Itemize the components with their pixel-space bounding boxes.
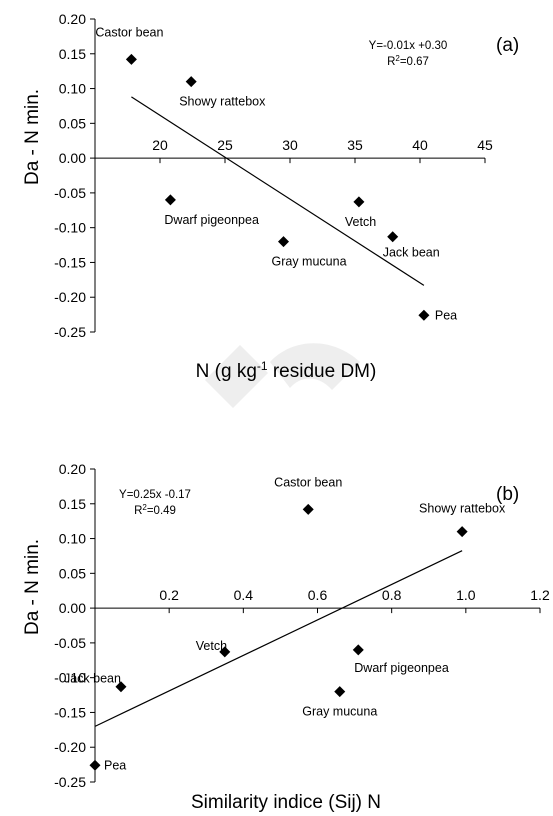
x-tick-label: 0.4 <box>234 587 254 603</box>
data-point-diamond <box>302 503 314 515</box>
data-point-diamond <box>387 231 399 243</box>
y-tick-label: -0.10 <box>54 220 86 236</box>
x-axis-label: N (g kg-1 residue DM) <box>196 359 377 382</box>
x-tick-label: 40 <box>412 137 428 153</box>
y-axis-label: Da - N min. <box>22 539 43 635</box>
x-tick-label: 0.2 <box>159 587 179 603</box>
trendline <box>131 96 425 286</box>
y-tick-label: 0.05 <box>59 565 86 581</box>
data-point-label: Vetch <box>345 215 376 229</box>
data-point-label: Gray mucuna <box>272 255 347 269</box>
y-tick-label: 0.10 <box>59 81 86 97</box>
data-point-diamond <box>115 681 127 693</box>
data-point-label: Dwarf pigeonpea <box>354 661 449 675</box>
x-tick-label: 25 <box>217 137 233 153</box>
x-tick-label: 1.0 <box>456 587 476 603</box>
equation-line1: Y=-0.01x +0.30 <box>369 40 448 52</box>
data-point-label: Jack bean <box>383 246 440 260</box>
equation-line2: R2=0.49 <box>134 503 176 518</box>
y-tick-label: -0.15 <box>54 254 86 270</box>
watermark-shape <box>205 345 268 408</box>
data-point-label: Dwarf pigeonpea <box>164 213 259 227</box>
data-point-label: Pea <box>104 758 126 772</box>
watermark-graphic <box>205 343 360 408</box>
data-point-label: Showy rattebox <box>179 95 266 109</box>
data-point-label: Jack bean <box>64 672 121 686</box>
y-tick-label: -0.10 <box>54 670 86 686</box>
chart-panel-b: 0.20 0.15 0.10 0.05 0.00 -0.05 -0.10 -0.15 -0.20… <box>22 461 550 813</box>
panel-label: (a) <box>496 35 519 56</box>
x-tick-label: 0.6 <box>308 587 328 603</box>
data-point-diamond <box>352 644 364 656</box>
data-point-diamond <box>219 646 231 658</box>
y-tick-label: 0.00 <box>59 600 86 616</box>
y-tick-label: -0.20 <box>54 739 86 755</box>
data-point-label: Vetch <box>196 639 227 653</box>
x-tick-label: 20 <box>152 137 168 153</box>
x-axis-label: Similarity indice (Sij) N <box>191 792 381 813</box>
y-tick-label: -0.05 <box>54 185 86 201</box>
data-point-label: Showy rattebox <box>419 502 506 516</box>
y-axis-label: Da - N min. <box>22 89 43 185</box>
y-tick-label: -0.25 <box>54 324 86 340</box>
data-point-diamond <box>89 759 101 771</box>
data-point-diamond <box>164 194 176 206</box>
data-point-label: Castor bean <box>274 475 342 489</box>
panel-label: (b) <box>496 484 519 505</box>
data-point-diamond <box>125 53 137 65</box>
y-tick-label: -0.20 <box>54 289 86 305</box>
equation-line1: Y=0.25x -0.17 <box>119 489 191 501</box>
y-tick-label: 0.05 <box>59 115 86 131</box>
y-tick-label: 0.20 <box>59 11 86 27</box>
data-point-label: Pea <box>435 308 457 322</box>
y-tick-label: 0.15 <box>59 46 86 62</box>
y-tick-label: -0.05 <box>54 635 86 651</box>
data-point-diamond <box>456 526 468 538</box>
y-tick-label: -0.25 <box>54 774 86 790</box>
y-tick-label: 0.20 <box>59 461 86 477</box>
data-point-label: Gray mucuna <box>302 705 377 719</box>
x-tick-label: 35 <box>347 137 363 153</box>
chart-panel-a: 0.20 0.15 0.10 0.05 0.00 -0.05 -0.10 -0.15 -0.20… <box>22 11 519 382</box>
watermark-shape <box>270 343 360 390</box>
data-point-diamond <box>353 196 365 208</box>
y-tick-label: -0.15 <box>54 704 86 720</box>
y-tick-label: 0.00 <box>59 150 86 166</box>
y-tick-label: 0.10 <box>59 531 86 547</box>
equation-line2: R2=0.67 <box>387 54 429 69</box>
y-tick-label: 0.15 <box>59 496 86 512</box>
data-point-label: Castor bean <box>95 25 163 39</box>
data-point-diamond <box>278 236 289 248</box>
data-point-diamond <box>418 309 430 321</box>
trendline <box>94 550 463 727</box>
x-tick-label: 1.2 <box>530 587 550 603</box>
x-tick-label: 45 <box>477 137 493 153</box>
x-tick-label: 0.8 <box>382 587 402 603</box>
data-point-diamond <box>185 76 197 88</box>
x-tick-label: 30 <box>282 137 298 153</box>
data-point-diamond <box>334 686 346 698</box>
